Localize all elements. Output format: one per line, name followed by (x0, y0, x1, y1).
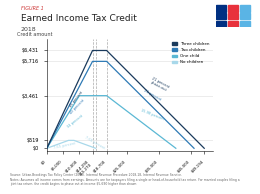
Bar (216, 21, 226, 27)
Bar (228, 21, 238, 27)
Bar (240, 21, 250, 27)
Bar (228, 13, 238, 19)
Text: 21 percent
phase-out: 21 percent phase-out (149, 76, 170, 93)
Bar (216, 13, 226, 19)
Text: Source: Urban-Brookings Tax Policy Center (2018). Internal Revenue Procedure 201: Source: Urban-Brookings Tax Policy Cente… (10, 173, 240, 186)
Bar (240, 5, 250, 12)
Text: 15.98 percent: 15.98 percent (140, 108, 164, 121)
Text: Credit amount: Credit amount (17, 32, 52, 36)
Bar (216, 5, 226, 12)
Text: 45 percent: 45 percent (69, 91, 84, 108)
Text: 2018: 2018 (21, 27, 36, 32)
Text: FIGURE 1: FIGURE 1 (21, 6, 44, 11)
Text: 21 percent: 21 percent (143, 88, 161, 102)
Text: 7.65 percent: 7.65 percent (53, 141, 76, 150)
Bar (228, 5, 238, 12)
Legend: Three children, Two children, One child, No children: Three children, Two children, One child,… (171, 41, 211, 66)
Text: 7.65 percent: 7.65 percent (84, 135, 105, 150)
Text: 34 percent: 34 percent (66, 113, 83, 128)
Bar (240, 13, 250, 19)
Text: Earned Income Tax Credit: Earned Income Tax Credit (21, 14, 137, 23)
Text: 40 percent: 40 percent (69, 98, 86, 115)
